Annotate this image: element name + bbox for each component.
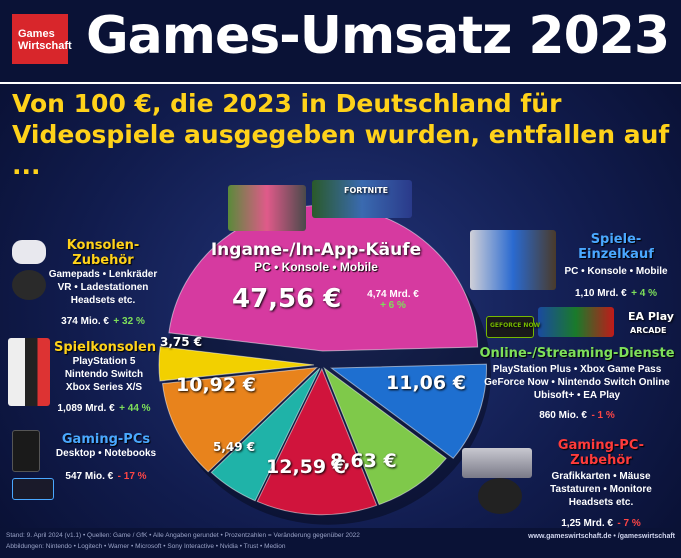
konsolenzubehoer-info: Konsolen-Zubehör Gamepads • Lenkräder VR… [48,238,158,329]
konsolenzubehoer-amount: 374 Mio. € [61,316,109,327]
geforce-now-image [486,316,534,338]
spielkonsolen-info: Spielkonsolen PlayStation 5 Nintendo Swi… [54,340,157,416]
controller-image [12,240,46,264]
ingame-desc: PC • Konsole • Mobile [254,260,378,274]
subtitle-line1: Von 100 €, die 2023 in Deutschland für [12,89,562,118]
online-desc3: Ubisoft+ • EA Play [533,390,621,401]
pczubehoer-desc1: Grafikkarten • Mäuse [551,471,651,482]
graphics-card-image [462,448,532,478]
konsolenzubehoer-change: + 32 % [113,316,145,327]
geforce-now-label: GEFORCE NOW [490,322,541,329]
consoles-image [8,338,50,406]
mobile-games-image [228,185,306,231]
pczubehoer-amount: 1,25 Mrd. € [561,518,613,529]
slice-label-spielkonsolen: 10,92 € [176,374,256,396]
pczubehoer-info: Gaming-PC-Zubehör Grafikkarten • Mäuse T… [530,438,672,531]
konsolenzubehoer-desc3: Headsets etc. [70,295,136,306]
konsolenzubehoer-desc1: Gamepads • Lenkräder [48,269,158,280]
slice-label-ingame: 47,56 € [232,284,342,314]
ea-play-label: EA Play [628,310,674,323]
spielkonsolen-desc1: PlayStation 5 [72,356,136,367]
pie-slice-3 [256,367,378,516]
einzelkauf-change: + 4 % [631,288,657,299]
pie-slice-6 [158,346,315,382]
slice-label-pczubehoer: 12,59 € [266,456,346,478]
page-title: Games-Umsatz 2023 [86,6,670,66]
online-amount: 860 Mio. € [539,410,587,421]
footer-line2: Abbildungen: Nintendo • Logitech • Warne… [6,543,286,550]
online-desc1: PlayStation Plus • Xbox Game Pass [492,364,662,375]
online-change: - 1 % [591,410,615,421]
slice-label-online: 8,63 € [330,450,397,472]
subtitle-line2: Videospiele ausgegeben wurden, entfallen… [12,120,670,180]
slice-label-gamingpcs: 5,49 € [213,440,256,454]
racing-wheel-image [12,270,46,300]
gamingpcs-change: - 17 % [117,471,147,482]
slice-label-einzelkauf: 11,06 € [386,372,466,394]
einzelkauf-info: Spiele-Einzelkauf PC • Konsole • Mobile … [556,232,676,301]
gamingpcs-title: Gaming-PCs [61,432,151,447]
konsolenzubehoer-title: Konsolen-Zubehör [66,238,140,268]
logo-line2: Wirtschaft [18,40,72,52]
footer: Stand: 9. April 2024 (v1.1) • Quellen: G… [0,528,681,558]
logo-line1: Games [18,28,55,40]
online-info: Online-/Streaming-Dienste PlayStation Pl… [478,346,676,423]
pie-slice-1 [330,363,487,459]
pie-slice-5 [161,366,319,473]
spielkonsolen-desc2: Nintendo Switch [64,369,144,380]
einzelkauf-desc1: PC • Konsole • Mobile [564,266,668,277]
gift-cards-image [312,180,412,218]
online-title: Online-/Streaming-Dienste [479,346,675,361]
slice-label-konsolenzubehoer: 3,75 € [160,335,203,349]
einzelkauf-title: Spiele-Einzelkauf [578,232,654,262]
ingame-info: Ingame-/In-App-Käufe PC • Konsole • Mobi… [196,240,436,274]
spielkonsolen-amount: 1,089 Mrd. € [57,403,115,414]
subscription-cards-image [538,307,614,337]
pczubehoer-desc2: Tastaturen • Monitore [550,484,652,495]
fortnite-label: FORTNITE [344,186,389,195]
headset-image [478,478,522,514]
pczubehoer-title: Gaming-PC-Zubehör [557,438,645,468]
ingame-title: Ingame-/In-App-Käufe [210,240,422,260]
pczubehoer-desc3: Headsets etc. [568,497,634,508]
game-boxes-image [470,230,556,290]
header: Games Wirtschaft Games-Umsatz 2023 [0,0,681,84]
gamingpcs-desc1: Desktop • Notebooks [55,448,157,459]
gamingpcs-info: Gaming-PCs Desktop • Notebooks 547 Mio. … [50,432,162,484]
ingame-change: + 6 % [380,300,406,311]
footer-line1: Stand: 9. April 2024 (v1.1) • Quellen: G… [6,532,360,539]
gaming-pc-image [12,430,40,472]
gamingpcs-amount: 547 Mio. € [65,471,114,482]
pie-slice-0 [168,204,479,352]
spielkonsolen-change: + 44 % [119,403,151,414]
arcade-label: ARCADE [630,326,667,335]
spielkonsolen-title: Spielkonsolen [54,340,157,355]
subtitle: Von 100 €, die 2023 in Deutschland für V… [12,88,681,181]
ingame-amount: 4,74 Mrd. € [367,289,419,300]
pie-slice-4 [210,367,321,502]
footer-website: www.gameswirtschaft.de • /gameswirtschaf… [528,533,675,540]
gaming-notebook-image [12,478,54,500]
spielkonsolen-desc3: Xbox Series X/S [65,382,143,393]
pczubehoer-change: - 7 % [617,518,641,529]
konsolenzubehoer-desc2: VR • Ladestationen [57,282,149,293]
ingame-amount-box: 4,74 Mrd. € + 6 % [358,289,428,311]
pie-slice-2 [323,366,447,506]
online-desc2: GeForce Now • Nintendo Switch Online [484,377,670,388]
gameswirtschaft-logo: Games Wirtschaft [12,14,72,64]
einzelkauf-amount: 1,10 Mrd. € [574,288,627,299]
